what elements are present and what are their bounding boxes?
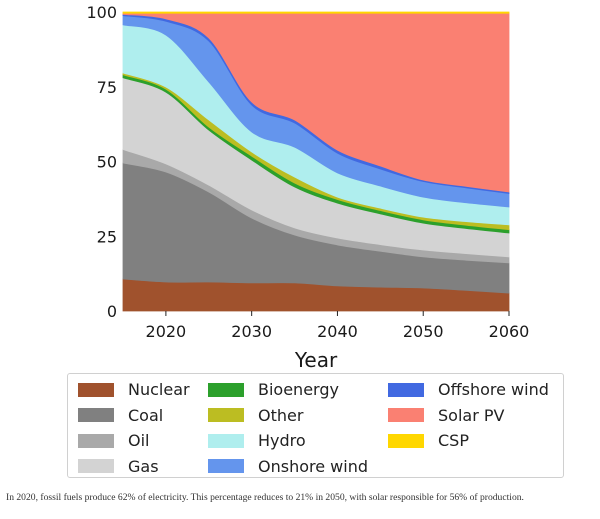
axes: 0 25 50 75 100 2020 2030 2040 2050 2060 [86,3,529,341]
figure-caption: In 2020, fossil fuels produce 62% of ele… [6,492,524,503]
legend: Nuclear Coal Oil Gas Bioenergy Other Hydro Ons… [67,373,564,478]
legend-swatch [208,408,244,423]
legend-swatch [78,433,114,448]
legend-label: Nuclear [128,380,190,400]
legend-swatch [388,433,424,448]
legend-item-other: Other [208,403,368,429]
legend-label: Hydro [258,431,306,451]
legend-label: CSP [438,431,469,451]
stacked-area-chart: 0 25 50 75 100 2020 2030 2040 2050 2060 Year [86,3,529,372]
legend-swatch [208,433,244,448]
legend-item-gas: Gas [78,454,190,480]
legend-swatch [388,408,424,423]
legend-swatch [78,408,114,423]
legend-column-1: Nuclear Coal Oil Gas [78,377,190,479]
y-tick-label: 50 [97,153,117,172]
legend-item-hydro: Hydro [208,428,368,454]
legend-label: Solar PV [438,405,505,425]
x-tick-label: 2040 [317,322,358,341]
legend-label: Bioenergy [258,380,339,400]
legend-item-nuclear: Nuclear [78,377,190,403]
legend-swatch [388,382,424,397]
legend-label: Coal [128,405,164,425]
legend-swatch [78,382,114,397]
legend-swatch [78,459,114,474]
legend-item-bioenergy: Bioenergy [208,377,368,403]
legend-item-coal: Coal [78,403,190,429]
legend-swatch [208,459,244,474]
legend-column-3: Offshore wind Solar PV CSP [388,377,549,454]
legend-swatch [208,382,244,397]
x-axis-title: Year [294,348,338,372]
area-csp [122,11,510,14]
y-tick-label: 75 [97,78,117,97]
legend-item-offshore-wind: Offshore wind [388,377,549,403]
x-tick-label: 2060 [489,322,530,341]
legend-label: Onshore wind [258,456,368,476]
y-tick-label: 0 [107,302,117,321]
area-layers [122,11,510,312]
legend-column-2: Bioenergy Other Hydro Onshore wind [208,377,368,479]
x-tick-label: 2020 [146,322,187,341]
y-tick-label: 25 [97,227,117,246]
legend-item-solar-pv: Solar PV [388,403,549,429]
x-tick-label: 2030 [231,322,272,341]
legend-label: Offshore wind [438,380,549,400]
legend-label: Gas [128,456,159,476]
y-tick-label: 100 [86,3,117,22]
legend-label: Oil [128,431,150,451]
legend-item-csp: CSP [388,428,549,454]
x-tick-label: 2050 [403,322,444,341]
legend-item-oil: Oil [78,428,190,454]
legend-item-onshore-wind: Onshore wind [208,454,368,480]
legend-label: Other [258,405,304,425]
